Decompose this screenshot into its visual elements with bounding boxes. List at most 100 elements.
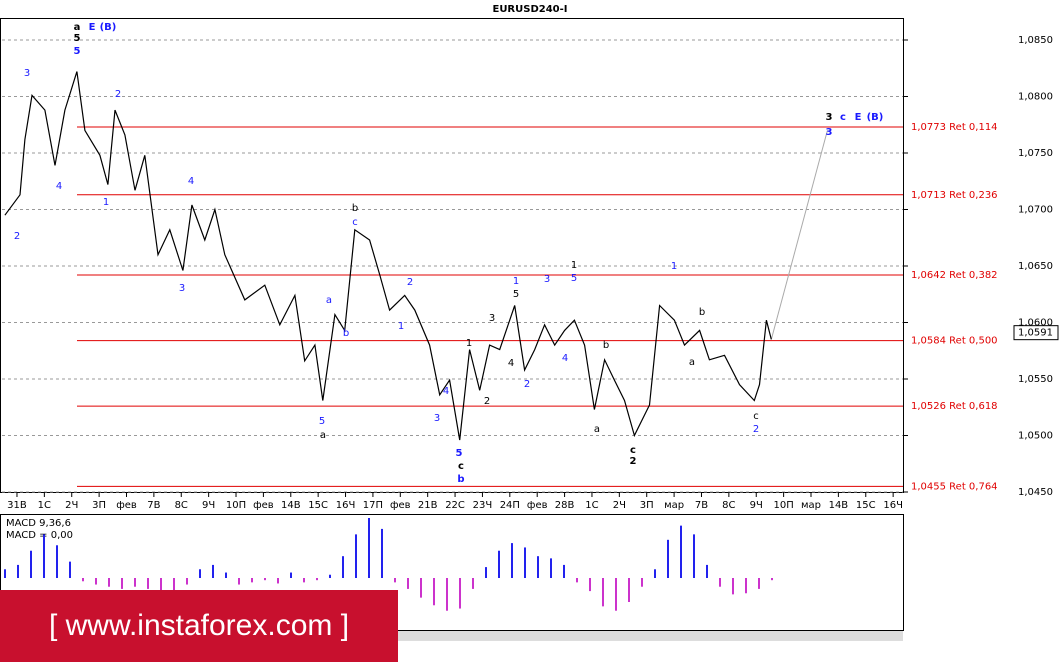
wave-label: a [74, 22, 81, 33]
wave-label: 2 [14, 231, 20, 242]
wave-label: 3 [434, 413, 440, 424]
x-tick-label: 23Ч [473, 500, 493, 511]
x-tick-label: 1С [585, 500, 598, 511]
fib-label: 1,0455 Ret 0,764 [911, 481, 998, 492]
x-tick-label: 8С [722, 500, 735, 511]
wave-label: 5 [456, 448, 463, 459]
wave-label: a [326, 295, 332, 306]
y-tick-label: 1,0550 [1018, 374, 1053, 385]
watermark-box [0, 590, 398, 662]
wave-label: b [603, 340, 609, 351]
price-line [4, 71, 772, 441]
x-tick-label: 14В [281, 500, 301, 511]
x-tick-label: 16Ч [336, 500, 356, 511]
x-tick-label: 21В [418, 500, 438, 511]
wave-label: 3 [489, 313, 495, 324]
fib-label: 1,0526 Ret 0,618 [911, 401, 998, 412]
last-price-box [1013, 325, 1059, 341]
x-tick-label: 17П [363, 500, 383, 511]
wave-label: 2 [524, 379, 530, 390]
x-tick-label: фев [253, 500, 274, 511]
x-tick-label: 7В [695, 500, 708, 511]
wave-label: 1 [398, 321, 404, 332]
x-tick-label: 1С [38, 500, 51, 511]
wave-label: (B) [867, 112, 884, 123]
wave-label: 1 [103, 197, 109, 208]
wave-label: 3 [544, 274, 550, 285]
y-tick-label: 1,0850 [1018, 35, 1053, 46]
wave-label: 5 [74, 33, 81, 44]
macd-panel [0, 514, 904, 631]
y-tick-label: 1,0600 [1018, 318, 1053, 329]
wave-label: (B) [100, 22, 117, 33]
wave-label: 4 [56, 181, 62, 192]
watermark: [ www.instaforex.com ] [49, 609, 349, 642]
wave-label: a [689, 357, 695, 368]
x-tick-label: 22С [445, 500, 465, 511]
wave-label: 1 [571, 260, 577, 271]
x-tick-label: мар [801, 500, 821, 511]
x-tick-label: 8С [175, 500, 188, 511]
x-tick-label: фев [527, 500, 548, 511]
wave-label: c [753, 411, 759, 422]
wave-label: 5 [74, 46, 81, 57]
x-tick-label: 31В [7, 500, 27, 511]
wave-label: 4 [562, 353, 568, 364]
wave-label: 4 [508, 358, 514, 369]
y-tick-label: 1,0500 [1018, 431, 1053, 442]
x-tick-label: 9Ч [202, 500, 215, 511]
wave-label: 4 [188, 176, 194, 187]
fib-label: 1,0642 Ret 0,382 [911, 270, 998, 281]
wave-label: c [630, 445, 636, 456]
wave-label: E [855, 112, 862, 123]
wave-label: b [343, 328, 349, 339]
x-tick-label: 10П [773, 500, 793, 511]
y-tick-label: 1,0750 [1018, 148, 1053, 159]
fib-label: 1,0584 Ret 0,500 [911, 336, 998, 347]
macd-value: MACD = 0,00 [6, 530, 73, 541]
fib-label: 1,0773 Ret 0,114 [911, 122, 998, 133]
wave-label: 2 [115, 89, 121, 100]
projection-line [770, 130, 828, 340]
x-tick-label: 3П [92, 500, 106, 511]
x-tick-label: 2Ч [65, 500, 78, 511]
x-tick-label: фев [116, 500, 137, 511]
x-tick-label: 3П [640, 500, 654, 511]
y-tick-label: 1,0650 [1018, 261, 1053, 272]
y-tick-label: 1,0800 [1018, 92, 1053, 103]
y-tick-label: 1,0450 [1018, 487, 1053, 498]
wave-label: c [458, 461, 464, 472]
wave-label: 1 [671, 261, 677, 272]
x-tick-label: мар [664, 500, 684, 511]
x-tick-label: 10П [226, 500, 246, 511]
wave-label: 3 [179, 283, 185, 294]
last-price-label: 1,0591 [1018, 328, 1053, 339]
x-tick-label: 16Ч [883, 500, 903, 511]
wave-label: c [352, 217, 358, 228]
wave-label: 3 [826, 127, 833, 138]
wave-label: 4 [443, 386, 449, 397]
wave-label: 2 [407, 277, 413, 288]
wave-label: 5 [571, 273, 577, 284]
wave-label: 2 [630, 456, 637, 467]
x-tick-label: 9Ч [750, 500, 763, 511]
y-tick-label: 1,0700 [1018, 205, 1053, 216]
wave-label: a [320, 430, 326, 441]
fib-label: 1,0713 Ret 0,236 [911, 190, 998, 201]
wave-label: 1 [513, 276, 519, 287]
x-tick-label: 14В [829, 500, 849, 511]
wave-label: E [89, 22, 96, 33]
wave-label: 3 [826, 112, 833, 123]
chart-title: EURUSD240-I [492, 4, 567, 15]
wave-label: 2 [753, 424, 759, 435]
wave-label: b [699, 307, 705, 318]
wave-label: c [840, 112, 846, 123]
wave-label: 1 [466, 338, 472, 349]
wave-label: a [594, 424, 600, 435]
scrollbar [0, 631, 903, 641]
wave-label: b [457, 474, 464, 485]
x-tick-label: фев [390, 500, 411, 511]
wave-label: 5 [319, 416, 325, 427]
